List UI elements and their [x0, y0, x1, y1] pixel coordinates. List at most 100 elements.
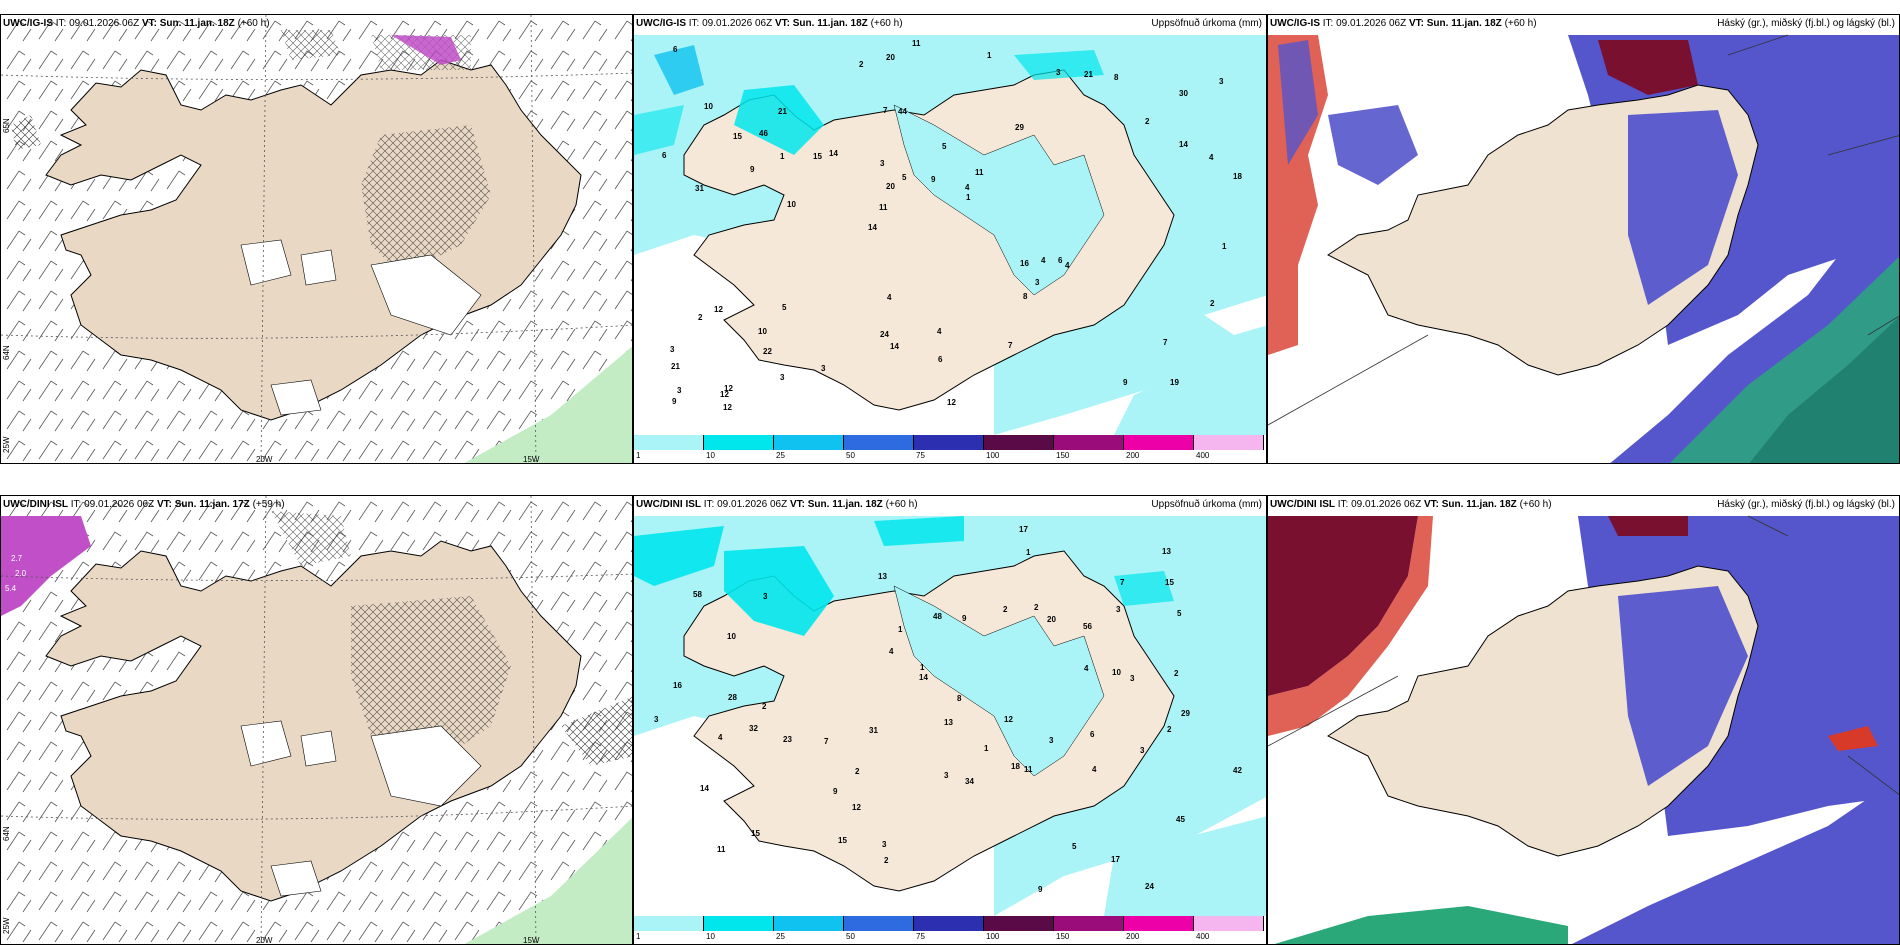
precip-value-label: 15: [813, 152, 822, 161]
colorbar-segment: [1054, 916, 1124, 931]
precip-value-label: 15: [838, 836, 847, 845]
colorbar-segment: [984, 916, 1054, 931]
colorbar-segment: [1054, 435, 1124, 450]
colorbar-segment: [634, 435, 704, 450]
lon-25w-label: 25W: [2, 436, 11, 453]
precip-value-label: 8: [1114, 73, 1119, 82]
precip-value-label: 1: [1222, 242, 1227, 251]
lon-15w-label: 15W: [523, 936, 540, 945]
precip-value-label: 3: [944, 771, 949, 780]
precip-value-label: 12: [852, 803, 861, 812]
precip-value-label: 3: [677, 386, 682, 395]
precip-value-label: 7: [1163, 338, 1168, 347]
lon-15w-label: 15W: [523, 455, 540, 464]
precip-value-label: 17: [1111, 855, 1120, 864]
precip-value-label: 13: [1162, 547, 1171, 556]
precip-value-label: 15: [733, 132, 742, 141]
precip-value-label: 19: [1170, 378, 1179, 387]
precip-value-label: 3: [1116, 605, 1121, 614]
lon-20w-label: 20W: [256, 936, 273, 945]
precip-colorbar: 1 10 25 50 75 100 150 200 400: [634, 435, 1266, 461]
precip-value-label: 23: [783, 735, 792, 744]
precip-value-label: 20: [1047, 615, 1056, 624]
colorbar-tick-label: 200: [1126, 451, 1140, 460]
pressure-label: 2.7: [11, 554, 23, 563]
colorbar-tick-label: 400: [1196, 451, 1210, 460]
precip-value-label: 3: [882, 840, 887, 849]
precip-value-label: 3: [654, 715, 659, 724]
precip-value-label: 8: [1023, 292, 1028, 301]
precip-value-label: 11: [975, 168, 984, 177]
precip-value-label: 13: [944, 718, 953, 727]
precip-value-label: 6: [1090, 730, 1095, 739]
precip-value-label: 22: [763, 347, 772, 356]
precip-value-label: 21: [671, 362, 680, 371]
precip-value-label: 11: [879, 203, 888, 212]
precip-map: 1931301429127512142122441141020181614112…: [634, 15, 1266, 435]
precip-value-label: 10: [727, 632, 736, 641]
precip-value-label: 2: [762, 702, 767, 711]
precip-value-label: 12: [1004, 715, 1013, 724]
precip-value-label: 14: [700, 784, 709, 793]
precip-value-label: 4: [1041, 256, 1046, 265]
precip-value-label: 10: [1112, 668, 1121, 677]
precip-value-label: 5: [1177, 609, 1182, 618]
cloud-map-panel-bottom: UWC/DINI ISL IT: 09.01.2026 06Z VT: Sun.…: [1267, 495, 1900, 945]
colorbar-segment: [914, 435, 984, 450]
colorbar-tick-label: 100: [986, 932, 1000, 941]
colorbar-segment: [704, 435, 774, 450]
precip-value-label: 12: [947, 398, 956, 407]
precip-value-label: 3: [1049, 736, 1054, 745]
precip-value-label: 4: [1084, 664, 1089, 673]
precip-value-label: 9: [962, 614, 967, 623]
precip-value-label: 14: [829, 149, 838, 158]
precip-value-label: 9: [931, 175, 936, 184]
precip-value-label: 2: [1003, 605, 1008, 614]
precip-value-label: 1: [898, 625, 903, 634]
precip-value-label: 1: [780, 152, 785, 161]
precip-value-label: 4: [718, 733, 723, 742]
precip-value-label: 30: [1179, 89, 1188, 98]
cloud-map: [1268, 496, 1899, 944]
colorbar-tick-label: 50: [846, 932, 855, 941]
precip-value-label: 1: [966, 193, 971, 202]
precip-value-label: 18: [1233, 172, 1242, 181]
precip-value-label: 14: [919, 673, 928, 682]
precip-value-label: 14: [890, 342, 899, 351]
precip-value-label: 3: [780, 373, 785, 382]
precip-value-label: 46: [759, 129, 768, 138]
precip-value-label: 2: [1174, 669, 1179, 678]
colorbar-tick-label: 75: [916, 451, 925, 460]
precip-value-label: 6: [662, 151, 667, 160]
colorbar-segment: [774, 916, 844, 931]
precip-value-label: 42: [1233, 766, 1242, 775]
precip-value-label: 5: [1072, 842, 1077, 851]
precip-value-label: 4: [937, 327, 942, 336]
precip-value-label: 10: [787, 200, 796, 209]
precip-value-label: 5: [782, 303, 787, 312]
precip-value-label: 2: [1210, 299, 1215, 308]
wind-map-panel-top: UWC/IG-IS IT: 09.01.2026 06Z VT: Sun. 11…: [0, 14, 633, 464]
precip-value-label: 44: [898, 107, 907, 116]
wind-map: 2.7 2.0 5.4 64N 25W 20W 15W: [1, 496, 632, 945]
colorbar-tick-label: 400: [1196, 932, 1210, 941]
cloud-map-panel-top: UWC/IG-IS IT: 09.01.2026 06Z VT: Sun. 11…: [1267, 14, 1900, 464]
colorbar-segment: [704, 916, 774, 931]
panel-title: UWC/IG-IS IT: 09.01.2026 06Z VT: Sun. 11…: [3, 18, 270, 29]
precip-value-label: 16: [1020, 259, 1029, 268]
precip-value-label: 16: [673, 681, 682, 690]
precip-value-label: 9: [833, 787, 838, 796]
precip-value-label: 2: [884, 856, 889, 865]
colorbar-segment: [1124, 916, 1194, 931]
precip-value-label: 3: [821, 364, 826, 373]
precip-value-label: 11: [717, 845, 726, 854]
precip-value-label: 4: [1092, 765, 1097, 774]
colorbar-segment: [774, 435, 844, 450]
wind-map-panel-bottom: UWC/DINI ISL IT: 09.01.2026 06Z VT: Sun.…: [0, 495, 633, 945]
precip-value-label: 3: [1056, 68, 1061, 77]
precip-value-label: 45: [1176, 815, 1185, 824]
precip-value-label: 6: [938, 355, 943, 364]
precip-value-label: 15: [1165, 578, 1174, 587]
precip-value-label: 8: [957, 694, 962, 703]
